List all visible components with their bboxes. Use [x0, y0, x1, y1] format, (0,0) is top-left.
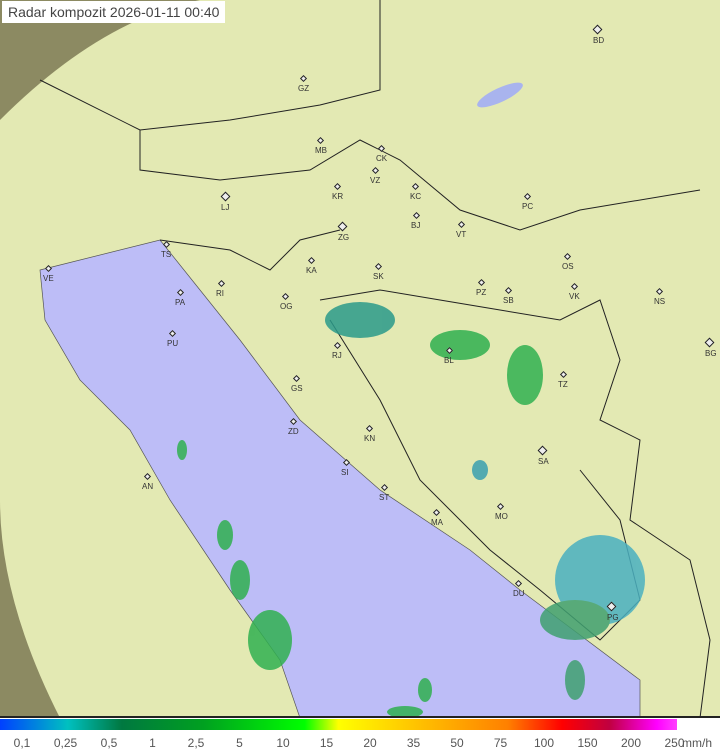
city-label: VZ [370, 176, 381, 185]
legend-tick: 150 [577, 736, 598, 750]
city-label: VK [569, 292, 580, 301]
legend-unit: mm/h [682, 736, 712, 750]
lake-balaton [477, 82, 523, 108]
city-label: MB [315, 146, 327, 155]
legend-tick: 0,1 [13, 736, 31, 750]
city-label: SK [373, 272, 384, 281]
legend-tick: 75 [493, 736, 508, 750]
legend-color-bar [0, 719, 677, 730]
city-label: GZ [298, 84, 310, 93]
city-label: MO [495, 512, 508, 521]
city-label: NS [654, 297, 666, 306]
city-label: SI [341, 468, 349, 477]
city-label: BJ [411, 221, 421, 230]
legend-tick: 10 [276, 736, 290, 750]
legend-tick: 0,25 [53, 736, 78, 750]
legend-tick: 5 [236, 736, 243, 750]
city-label: PZ [476, 288, 487, 297]
city-label: OS [562, 262, 574, 271]
city-label: RJ [332, 351, 342, 360]
city-label: KA [306, 266, 317, 275]
legend-tick: 35 [406, 736, 421, 750]
city-label: RI [216, 289, 224, 298]
city-label: ZD [288, 427, 299, 436]
legend-tick: 100 [533, 736, 555, 750]
city-label: BL [444, 356, 454, 365]
city-label: PA [175, 298, 186, 307]
city-label: BG [705, 349, 717, 358]
city-label: VT [456, 230, 467, 239]
legend-tick: 2,5 [187, 736, 205, 750]
legend-tick: 50 [450, 736, 464, 750]
city-label: SB [503, 296, 514, 305]
city-label: DU [513, 589, 525, 598]
city-label: SA [538, 457, 549, 466]
city-label: TZ [558, 380, 568, 389]
sea [39, 239, 641, 718]
radar-map[interactable] [0, 0, 720, 718]
city-label: PU [167, 339, 179, 348]
city-label: PG [607, 613, 619, 622]
legend-tick: 250 [664, 736, 685, 750]
coverage-area [0, 0, 720, 718]
city-label: LJ [221, 203, 230, 212]
map-title: Radar kompozit 2026-01-11 00:40 [2, 1, 226, 23]
city-label: ST [379, 493, 390, 502]
city-label: KC [410, 192, 422, 201]
city-label: OG [280, 302, 293, 311]
legend-tick: 15 [319, 736, 334, 750]
city-label: BD [593, 36, 605, 45]
precipitation [177, 302, 645, 718]
legend-tick: 1 [149, 736, 156, 750]
city-label: AN [142, 482, 154, 491]
city-label: ZG [338, 233, 350, 242]
city-label: PC [522, 202, 534, 211]
legend-tick: 200 [620, 736, 642, 750]
legend-tick: 0,5 [100, 736, 118, 750]
city-label: KN [364, 434, 376, 443]
city-label: VE [43, 274, 54, 283]
legend-tick: 20 [363, 736, 377, 750]
city-label: GS [291, 384, 303, 393]
city-label: TS [161, 250, 172, 259]
city-label: CK [376, 154, 388, 163]
city-label: KR [332, 192, 344, 201]
city-label: MA [431, 518, 443, 527]
